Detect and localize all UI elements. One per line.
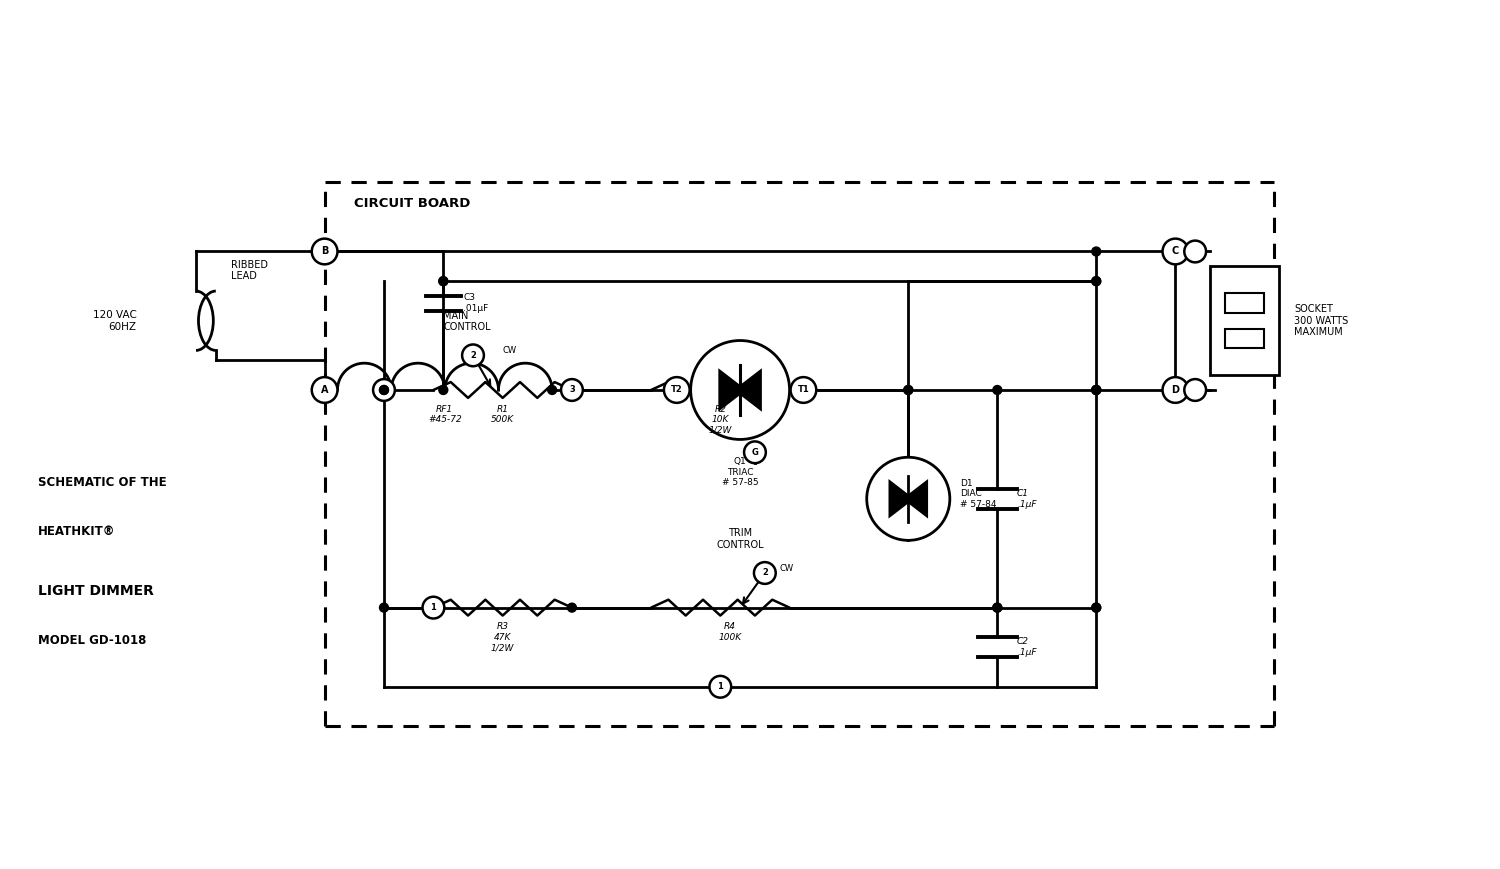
Bar (1226, 293, 1264, 313)
Text: 1: 1 (717, 682, 723, 691)
Circle shape (312, 377, 338, 403)
Circle shape (440, 386, 448, 395)
Text: C2
.1μF: C2 .1μF (1017, 638, 1036, 657)
Circle shape (710, 676, 730, 698)
Circle shape (380, 386, 388, 395)
Circle shape (904, 386, 912, 395)
Polygon shape (734, 368, 762, 412)
Text: SCHEMATIC OF THE: SCHEMATIC OF THE (38, 476, 166, 489)
Circle shape (548, 386, 556, 395)
Text: B: B (321, 247, 328, 256)
Text: 1: 1 (430, 603, 436, 612)
Circle shape (1092, 386, 1101, 395)
Circle shape (1185, 241, 1206, 262)
Circle shape (312, 239, 338, 264)
Circle shape (664, 377, 690, 403)
Text: 1: 1 (381, 386, 387, 395)
Text: CIRCUIT BOARD: CIRCUIT BOARD (354, 197, 471, 210)
Circle shape (380, 386, 388, 395)
Text: A: A (321, 385, 328, 395)
Text: G: G (752, 448, 759, 457)
Circle shape (561, 379, 584, 401)
Circle shape (904, 386, 912, 395)
Circle shape (1092, 276, 1101, 286)
Text: D1
DIAC
# 57-84: D1 DIAC # 57-84 (960, 479, 996, 508)
Bar (1226, 328, 1264, 348)
Text: 120 VAC
60HZ: 120 VAC 60HZ (93, 310, 136, 332)
Circle shape (1092, 276, 1101, 286)
Circle shape (790, 377, 816, 403)
Circle shape (423, 597, 444, 619)
Circle shape (754, 562, 776, 584)
Text: CW: CW (780, 564, 794, 573)
Circle shape (993, 603, 1002, 612)
Text: 2: 2 (762, 568, 768, 578)
Circle shape (993, 603, 1002, 612)
Text: Q1
TRIAC
# 57-85: Q1 TRIAC # 57-85 (722, 457, 759, 487)
Text: TRIM
CONTROL: TRIM CONTROL (717, 528, 764, 550)
Circle shape (1162, 239, 1188, 264)
Text: MAIN
CONTROL: MAIN CONTROL (444, 311, 491, 333)
Text: R2
10K
1/2W: R2 10K 1/2W (708, 405, 732, 434)
Circle shape (374, 379, 394, 401)
Circle shape (440, 276, 448, 286)
Text: C1
.1μF: C1 .1μF (1017, 489, 1036, 508)
Circle shape (1092, 603, 1101, 612)
Circle shape (690, 341, 789, 440)
Circle shape (1092, 386, 1101, 395)
Text: R4
100K: R4 100K (718, 622, 742, 642)
Text: C3
.01μF: C3 .01μF (464, 293, 489, 313)
Polygon shape (903, 479, 928, 519)
Text: 3: 3 (568, 386, 574, 395)
Text: SOCKET
300 WATTS
MAXIMUM: SOCKET 300 WATTS MAXIMUM (1294, 304, 1348, 337)
Text: T2: T2 (670, 386, 682, 395)
Text: CW: CW (503, 346, 518, 355)
Text: RIBBED
LEAD: RIBBED LEAD (231, 260, 267, 282)
Circle shape (1162, 377, 1188, 403)
Text: R3
47K
1/2W: R3 47K 1/2W (490, 622, 514, 653)
Text: HEATHKIT®: HEATHKIT® (38, 526, 116, 539)
Text: R1
500K: R1 500K (490, 405, 514, 424)
Circle shape (1092, 247, 1101, 256)
Polygon shape (718, 368, 747, 412)
Text: T1: T1 (798, 386, 810, 395)
Circle shape (567, 603, 576, 612)
Text: LIGHT DIMMER: LIGHT DIMMER (38, 584, 153, 598)
Text: D: D (1172, 385, 1179, 395)
Bar (1210, 266, 1280, 375)
Text: MODEL GD-1018: MODEL GD-1018 (38, 634, 146, 647)
Circle shape (1185, 379, 1206, 401)
Circle shape (744, 441, 766, 463)
Circle shape (867, 457, 950, 541)
Text: 2: 2 (470, 351, 476, 360)
Polygon shape (888, 479, 914, 519)
Circle shape (380, 603, 388, 612)
Circle shape (462, 344, 484, 366)
Circle shape (1092, 603, 1101, 612)
Text: C: C (1172, 247, 1179, 256)
Circle shape (440, 276, 448, 286)
Circle shape (1092, 386, 1101, 395)
Text: RF1
#45-72: RF1 #45-72 (427, 405, 462, 424)
Circle shape (993, 386, 1002, 395)
